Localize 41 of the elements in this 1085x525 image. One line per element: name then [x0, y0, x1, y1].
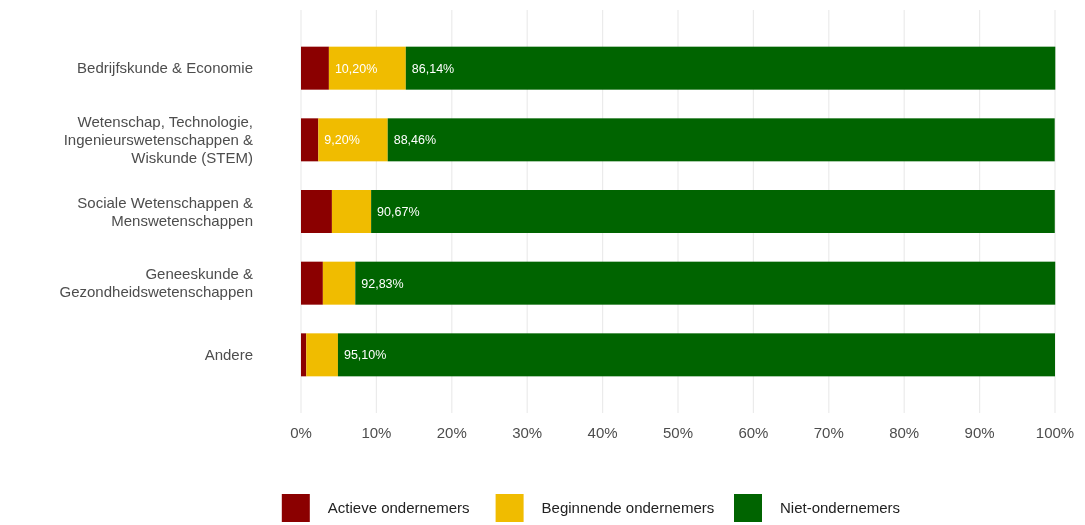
- x-tick-label: 80%: [889, 424, 920, 441]
- legend-label: Niet-ondernemers: [780, 499, 901, 517]
- bar: [355, 261, 1056, 305]
- data-label: 90,67%: [377, 204, 420, 219]
- legend-label: Beginnende ondernemers: [541, 499, 715, 517]
- bar: [301, 190, 332, 233]
- x-tick-label: 30%: [512, 424, 543, 441]
- bar: [371, 190, 1055, 233]
- bar: [405, 46, 1056, 90]
- data-label: 95,10%: [343, 348, 387, 363]
- x-tick-label: 100%: [1035, 424, 1075, 441]
- bar: [301, 333, 307, 377]
- x-tick-label: 60%: [738, 424, 769, 441]
- x-tick-label: 70%: [813, 424, 844, 441]
- y-tick-label: Geneeskunde & Gezondheidswetenschappen: [59, 265, 253, 301]
- data-label: 92,83%: [361, 276, 404, 291]
- y-tick-label: Wetenschap, Technologie, Ingenieurswetenschappen & Wiskunde (STEM): [63, 113, 253, 167]
- data-label: 88,46%: [393, 133, 437, 148]
- bar: [337, 333, 1055, 377]
- x-tick-label: 50%: [662, 424, 694, 441]
- bar: [318, 118, 388, 162]
- x-tick-label: 40%: [587, 424, 618, 441]
- y-tick-label: Andere: [204, 346, 253, 364]
- data-label: 86,14%: [411, 61, 455, 76]
- bar: [301, 46, 329, 90]
- y-tick-label: Bedrijfskunde & Economie: [77, 59, 253, 77]
- x-tick-label: 10%: [361, 424, 392, 441]
- bar: [322, 261, 356, 305]
- data-label: 10,20%: [334, 61, 378, 76]
- x-tick-label: 90%: [964, 424, 995, 441]
- bar: [331, 190, 372, 233]
- y-tick-label: Sociale Wetenschappen & Menswetenschappen: [77, 193, 253, 229]
- bar: [301, 118, 319, 162]
- legend-label: Actieve ondernemers: [327, 499, 470, 517]
- x-tick-label: 0%: [290, 424, 312, 441]
- x-tick-label: 20%: [436, 424, 467, 441]
- bar: [306, 333, 338, 377]
- bar: [301, 261, 323, 305]
- bar: [328, 46, 406, 90]
- data-label: 9,20%: [324, 133, 360, 148]
- bar: [387, 118, 1055, 162]
